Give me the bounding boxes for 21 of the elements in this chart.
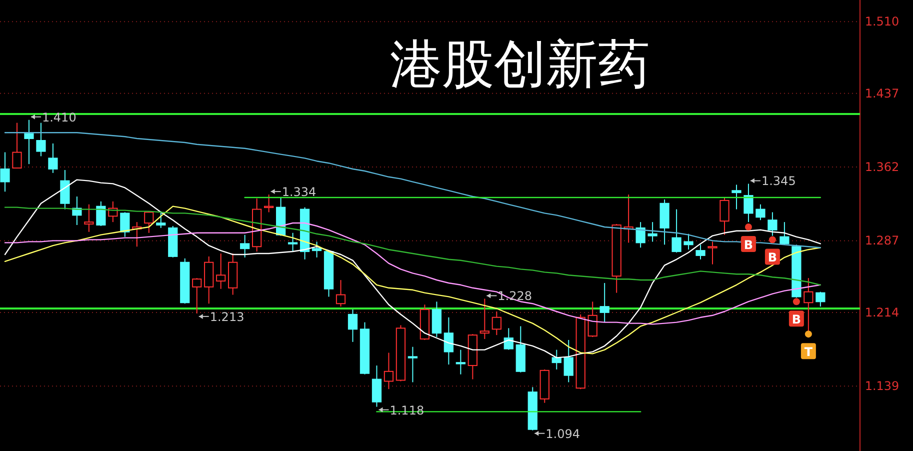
y-tick-label: 1.362: [864, 160, 900, 174]
text: 1.094: [546, 426, 580, 441]
data-label: T: [804, 345, 814, 360]
text: 1.345: [761, 174, 796, 188]
data-label: B: [768, 250, 778, 265]
y-tick-label: 1.510: [864, 14, 900, 29]
point: [804, 330, 812, 338]
data-label: B: [792, 312, 802, 327]
data-label: B: [744, 238, 754, 252]
point: [792, 298, 800, 306]
y-tick-label: 1.139: [864, 379, 900, 394]
text: 1.334: [282, 185, 316, 200]
point: [744, 223, 752, 230]
y-tick-label: 1.214: [864, 305, 900, 320]
text: 1.213: [210, 310, 244, 324]
line-series: [4, 206, 821, 286]
line-series: [4, 206, 821, 354]
text: 港股创新药: [390, 35, 650, 95]
y-tick-label: 1.437: [864, 86, 900, 100]
y-tick-label: 1.287: [864, 234, 900, 248]
point: [768, 236, 776, 244]
